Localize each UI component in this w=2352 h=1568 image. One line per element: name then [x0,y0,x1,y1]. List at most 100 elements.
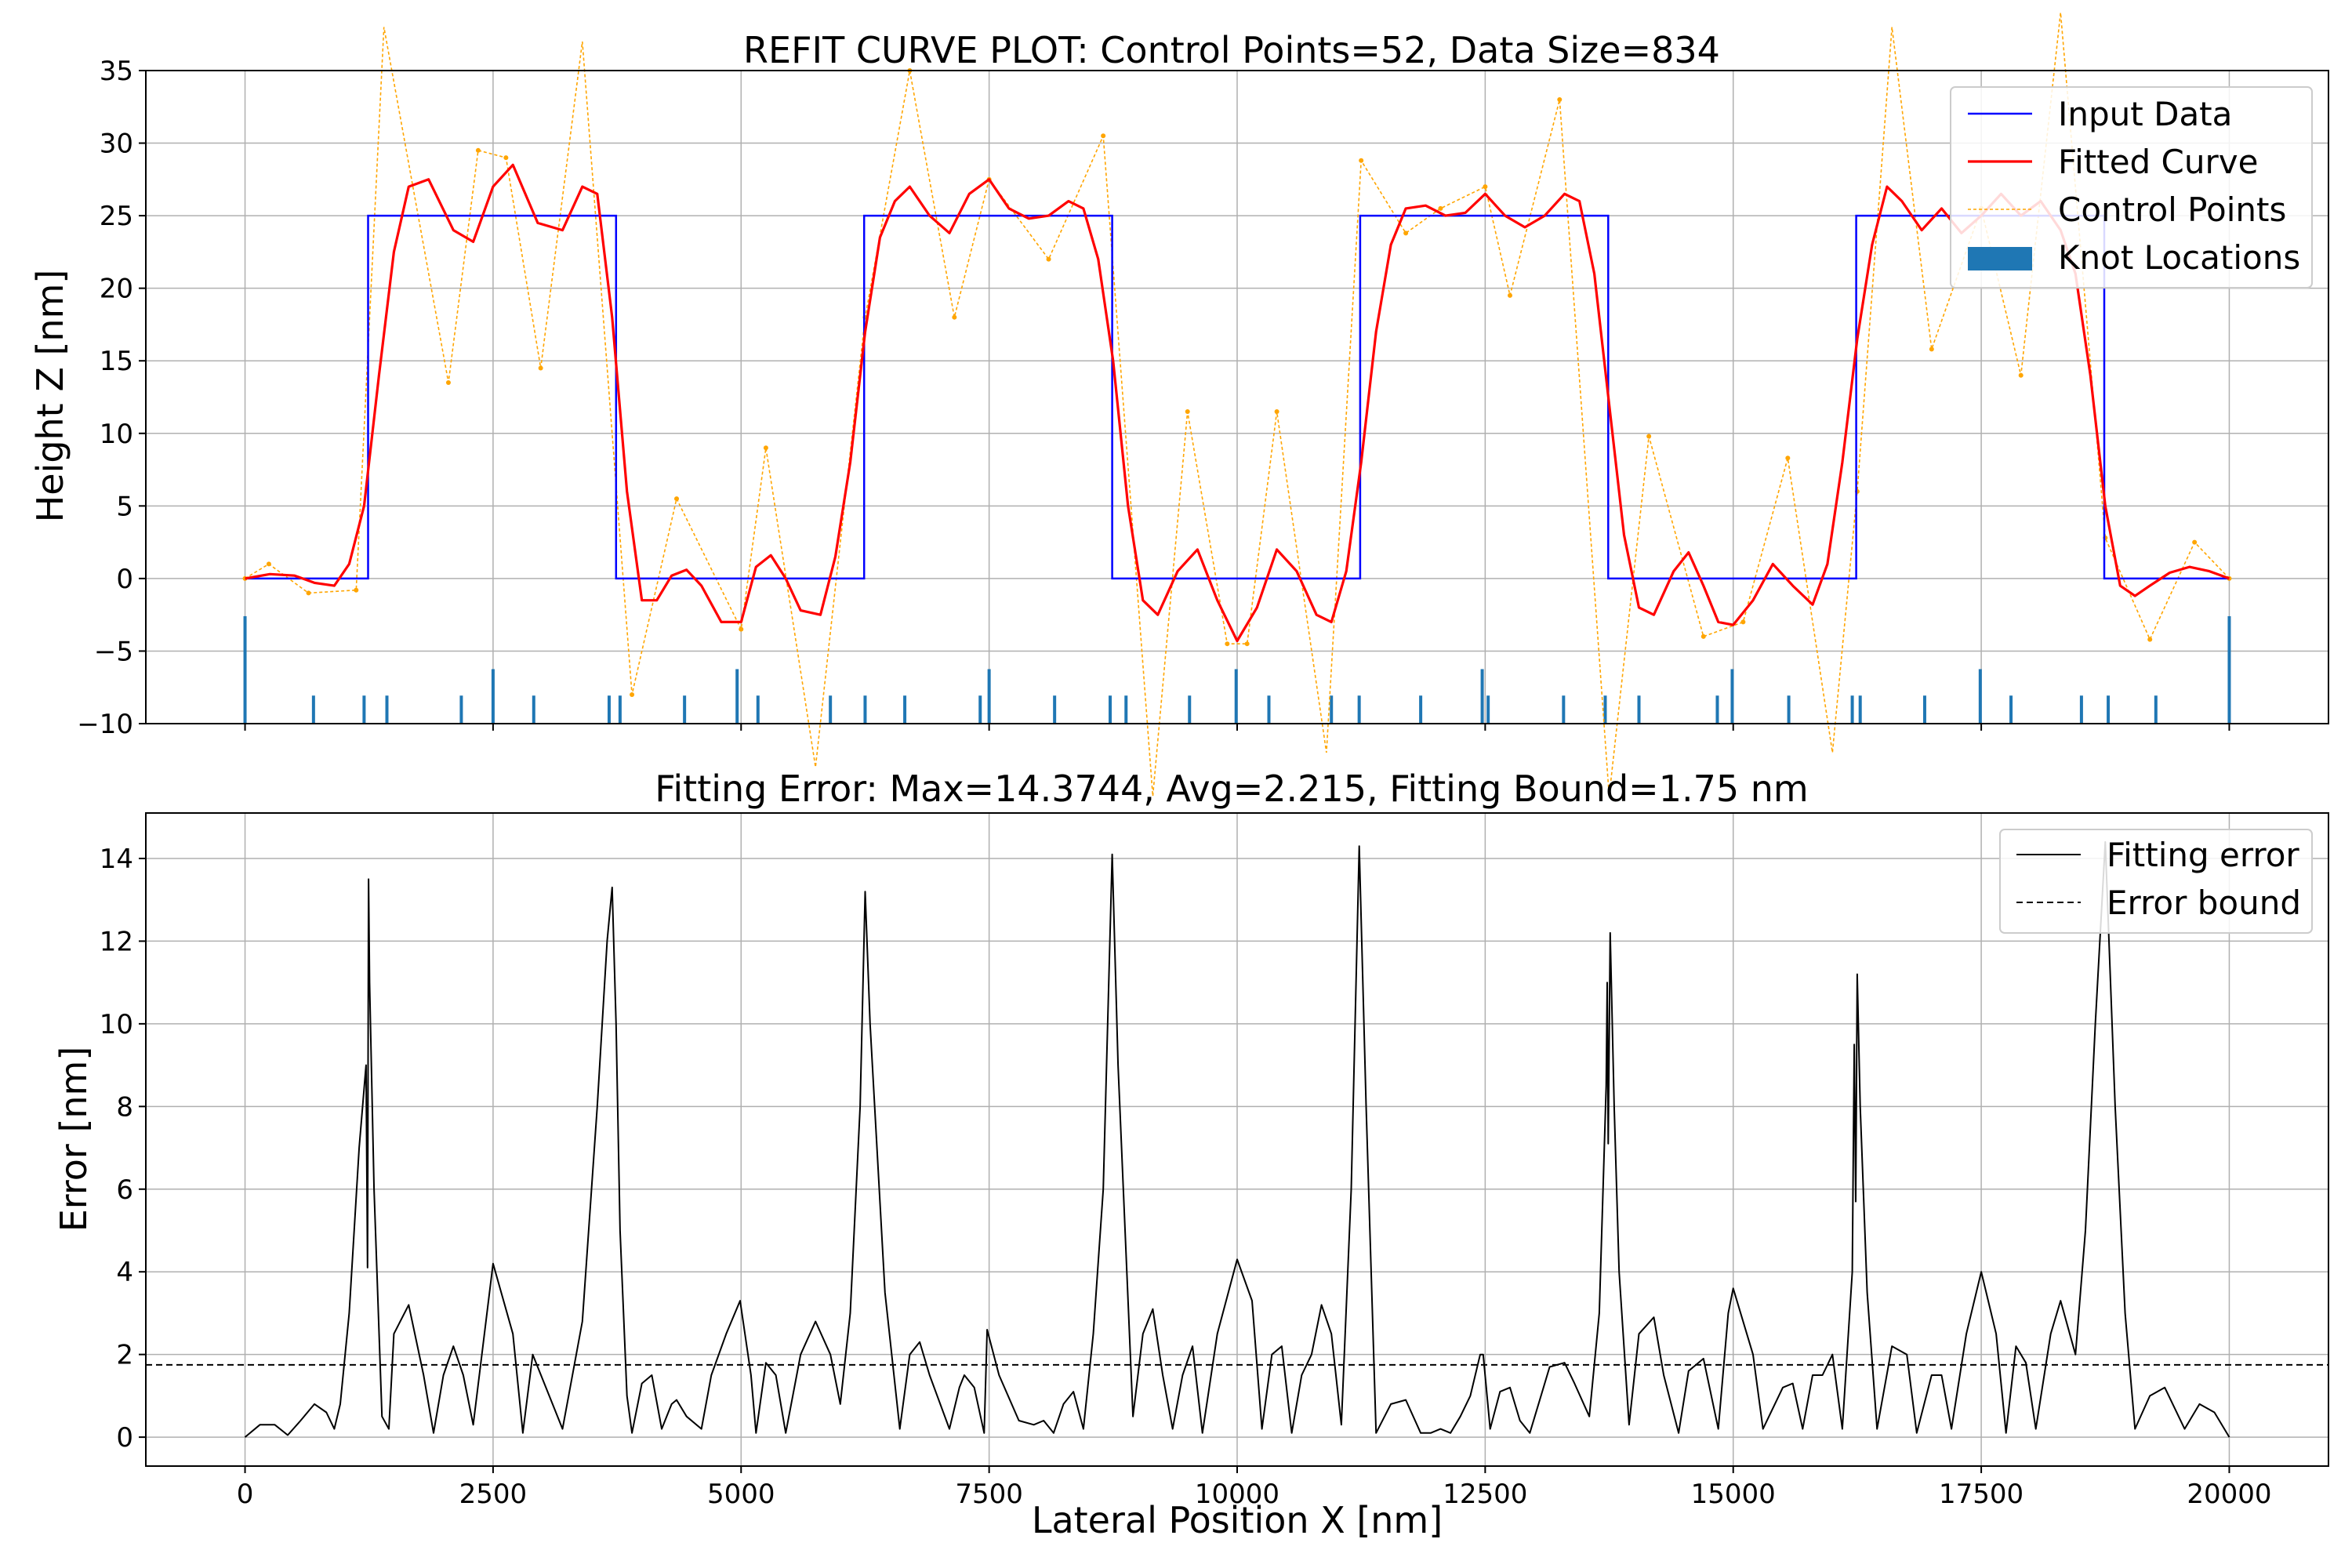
control-point-marker [1929,347,1934,352]
x-tick-label: 15000 [1691,1479,1776,1510]
top-y-tick-label: 30 [100,129,133,160]
top-y-tick-label: 20 [100,274,133,305]
control-point-marker [306,590,311,596]
x-tick-label: 12500 [1443,1479,1527,1510]
control-point-marker [1225,641,1230,647]
top-y-tick-label: −5 [94,636,133,667]
x-tick-label: 10000 [1195,1479,1279,1510]
bottom-y-tick-label: 10 [100,1009,133,1040]
top-chart-title: REFIT CURVE PLOT: Control Points=52, Dat… [743,29,1720,71]
fitted-curve-line [245,163,2230,643]
control-point-marker [739,626,744,632]
knot-bar [1486,695,1490,724]
control-point-marker [1244,641,1250,647]
control-point-marker [952,314,957,320]
control-point-marker [1185,409,1190,415]
knot-bar [1419,695,1423,724]
legend-input-data: Input Data [2058,95,2232,133]
control-point-marker [445,379,451,385]
knot-bar [459,695,463,724]
height-plot-panel: REFIT CURVE PLOT: Control Points=52, Dat… [29,12,2329,797]
knot-bar [863,695,867,724]
control-point-marker [763,445,768,451]
bottom-y-tick-label: 8 [116,1091,133,1123]
top-grid [146,70,2328,724]
bottom-y-tick-label: 4 [116,1257,133,1288]
knot-bar [735,669,739,724]
knot-bar [1267,695,1271,724]
knot-bar [2154,695,2158,724]
bottom-y-tick-label: 0 [116,1422,133,1454]
knot-bar [1922,695,1926,724]
knot-bar [1480,669,1484,724]
x-tick-label: 20000 [2187,1479,2271,1510]
control-point-marker [1785,456,1791,461]
knot-bar [1730,669,1734,724]
top-axis-ticks: −10 −5 0 5 10 15 20 25 30 35 [77,56,2230,740]
bottom-plot-frame [145,812,2329,1467]
knot-bar [1109,695,1112,724]
bottom-chart-title: Fitting Error: Max=14.3744, Avg=2.215, F… [655,768,1808,810]
knot-bar [1787,695,1791,724]
knot-bar [1637,695,1641,724]
control-point-marker [538,365,543,371]
knot-bar [1357,695,1361,724]
knot-bar [243,615,247,724]
knot-bar [1234,669,1238,724]
knot-bar [903,695,907,724]
knot-bar [1603,695,1607,724]
knot-bar [987,669,991,724]
top-y-tick-label: 35 [100,56,133,87]
knot-bar [1053,695,1057,724]
control-point-marker [1403,230,1409,236]
control-point-marker [2147,637,2153,642]
knot-bar [1562,695,1566,724]
control-point-marker [1508,292,1512,298]
knot-bar [1715,695,1719,724]
x-tick-label: 0 [237,1479,254,1510]
top-plot-frame [145,70,2329,724]
control-point-marker [1646,434,1652,439]
knot-locations-series [243,615,2231,724]
top-y-tick-label: 0 [116,564,133,595]
knot-bar [1330,695,1334,724]
bottom-y-tick-label: 14 [100,844,133,875]
fitting-error-line [244,840,2230,1438]
knot-bar [491,669,495,724]
knot-bar [1124,695,1128,724]
top-y-tick-label: 15 [100,346,133,377]
control-point-marker [266,561,271,567]
control-point-marker [475,147,481,153]
legend-fitted-curve: Fitted Curve [2058,143,2258,181]
knot-bar [683,695,687,724]
knot-bar [1978,669,1982,724]
top-y-tick-label: 5 [116,491,133,522]
bottom-y-tick-label: 12 [100,926,133,957]
control-point-marker [1046,256,1051,262]
knot-bar [2079,695,2083,724]
top-y-tick-label: 10 [100,419,133,450]
knot-bar [607,695,611,724]
error-plot-panel: Fitting Error: Max=14.3744, Avg=2.215, F… [53,768,2329,1541]
legend-knot-locations: Knot Locations [2058,238,2300,277]
control-point-marker [1274,409,1279,415]
knot-bar [362,695,366,724]
knot-bar [1858,695,1862,724]
input-data-line [245,214,2230,580]
control-point-marker [630,691,635,697]
knot-bar [829,695,833,724]
control-point-marker [674,496,680,502]
bottom-axis-ticks: 0 2500 5000 7500 10000 12500 15000 17500 20000 0 2… [100,844,2272,1510]
knot-bar [385,695,389,724]
bottom-y-tick-label: 6 [116,1174,133,1206]
top-y-tick-label: −10 [77,709,133,740]
top-y-tick-label: 25 [100,201,133,232]
knot-bar [756,695,760,724]
knot-bar [532,695,535,724]
control-point-marker [1700,633,1706,639]
knot-bar [1188,695,1192,724]
knot-bar [1850,695,1854,724]
top-legend: Input Data Fitted Curve Control Points K… [1950,86,2313,289]
control-point-marker [503,155,509,161]
